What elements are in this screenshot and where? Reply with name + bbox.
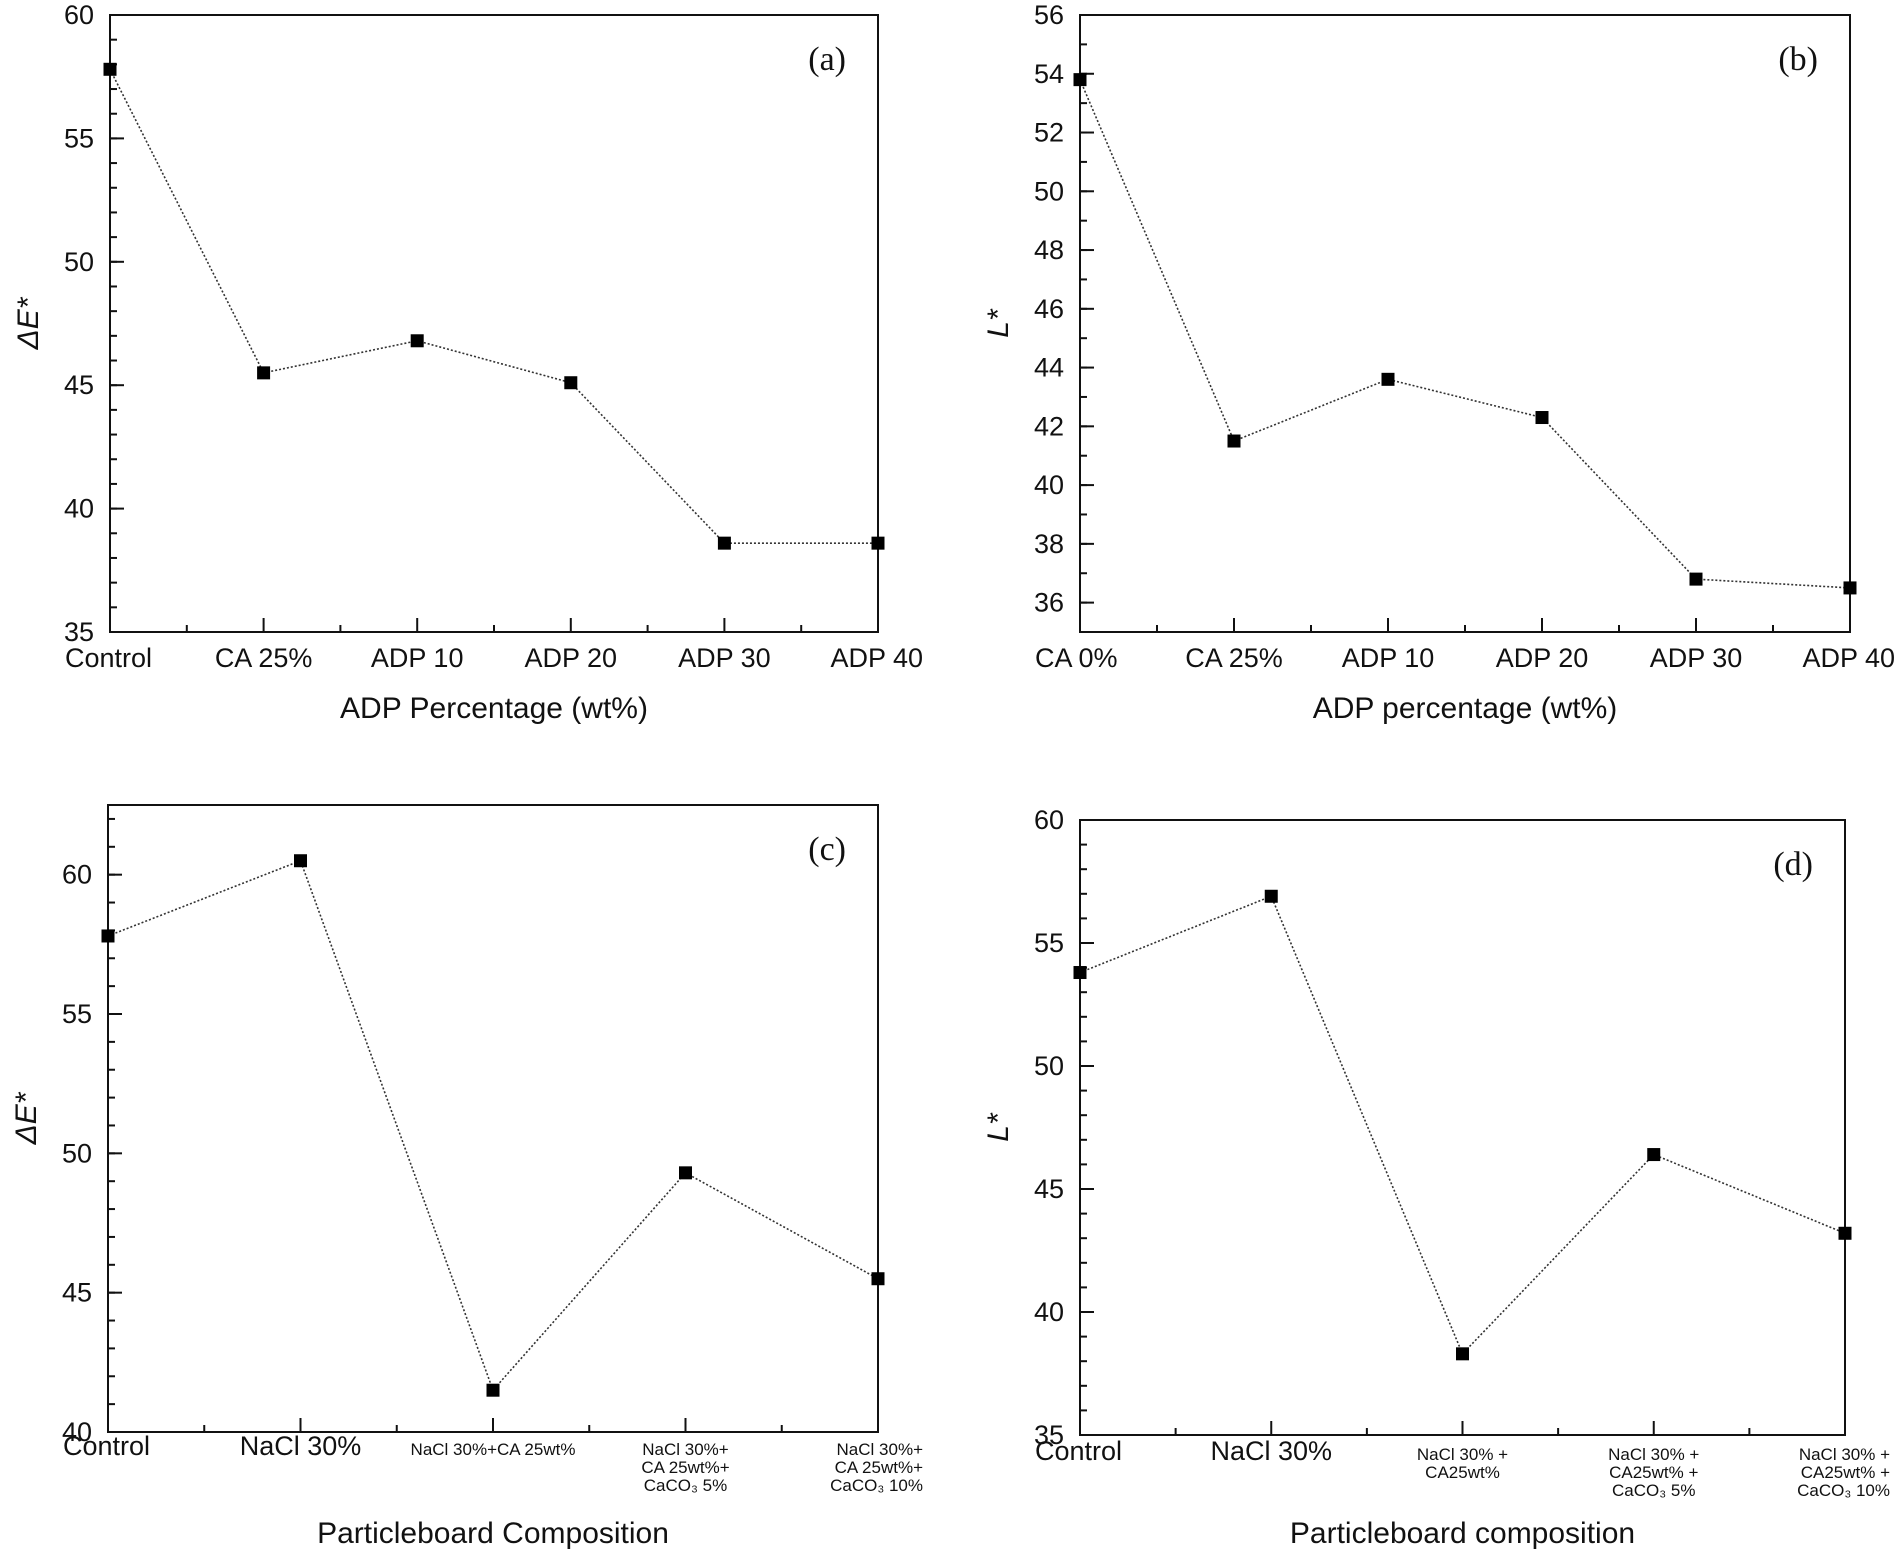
- x-tick-label: CA 25%: [1185, 643, 1283, 673]
- x-tick-label: ADP 10: [1342, 643, 1435, 673]
- x-tick-label: NaCl 30%: [1210, 1436, 1332, 1466]
- y-tick-label: 60: [62, 860, 92, 890]
- data-point: [1073, 966, 1087, 980]
- plot-frame: [107, 804, 879, 1433]
- x-tick-label: ADP 40: [830, 643, 923, 673]
- plot-frame: [1079, 819, 1846, 1436]
- y-tick-label: 54: [1034, 59, 1064, 89]
- x-tick-label: NaCl 30%+ CA 25wt%+ CaCO₃ 5%: [641, 1440, 729, 1495]
- y-tick-label: 44: [1034, 353, 1064, 383]
- data-point: [1838, 1226, 1852, 1240]
- x-tick-label: NaCl 30%+CA 25wt%: [411, 1440, 576, 1459]
- x-tick-label: NaCl 30% + CA25wt%: [1417, 1445, 1508, 1482]
- x-tick-label: NaCl 30%+ CA 25wt%+ CaCO₃ 10%: [830, 1440, 923, 1495]
- y-tick-label: 35: [1034, 1420, 1064, 1450]
- y-tick-label: 60: [1034, 805, 1064, 835]
- y-tick-label: 50: [1034, 176, 1064, 206]
- data-point: [871, 1272, 885, 1286]
- y-tick-label: 50: [62, 1138, 92, 1168]
- series-line: [107, 859, 879, 1392]
- panel-label: (c): [808, 831, 846, 868]
- data-point: [294, 854, 307, 868]
- x-axis-title: ADP percentage (wt%): [1313, 692, 1618, 725]
- y-axis-title: ΔE*: [12, 296, 45, 350]
- y-tick-label: 50: [64, 247, 94, 277]
- x-axis-title: ADP Percentage (wt%): [340, 692, 648, 725]
- y-tick-label: 55: [64, 123, 94, 153]
- panel-a: 35 40 45 50 55 60 Control CA 25% ADP 10 ADP 20 ADP…: [12, 0, 923, 725]
- y-tick-label: 40: [1034, 1297, 1064, 1327]
- plot-frame: [1079, 14, 1851, 633]
- y-tick-label: 35: [64, 617, 94, 647]
- y-tick-label: 48: [1034, 235, 1064, 265]
- data-point: [564, 376, 578, 390]
- x-axis-title: Particleboard Composition: [317, 1517, 669, 1550]
- y-axis-title: L*: [982, 308, 1015, 338]
- data-point: [1843, 581, 1857, 595]
- x-tick-label: CA 25%: [215, 643, 313, 673]
- x-tick-label: NaCl 30% + CA25wt% + CaCO₃ 10%: [1797, 1445, 1890, 1500]
- x-tick-label: NaCl 30%: [240, 1431, 362, 1461]
- x-tick-label: Control: [63, 1431, 150, 1461]
- y-tick-label: 38: [1034, 529, 1064, 559]
- y-tick-label: 36: [1034, 588, 1064, 618]
- x-axis-title: Particleboard composition: [1290, 1517, 1635, 1550]
- data-point: [257, 366, 271, 380]
- y-tick-label: 55: [62, 999, 92, 1029]
- y-tick-label: 50: [1034, 1051, 1064, 1081]
- data-point: [410, 334, 424, 348]
- y-tick-label: 55: [1034, 928, 1064, 958]
- y-axis-title: ΔE*: [10, 1091, 43, 1145]
- data-point: [717, 536, 731, 550]
- series-line: [1079, 79, 1851, 589]
- data-point: [101, 929, 115, 943]
- data-point: [1073, 73, 1087, 87]
- x-tick-label: ADP 30: [678, 643, 771, 673]
- data-point: [486, 1383, 500, 1397]
- x-tick-label: ADP 20: [1496, 643, 1589, 673]
- data-point: [1264, 889, 1278, 903]
- series-line: [1079, 895, 1846, 1356]
- series-line: [109, 68, 878, 544]
- y-tick-label: 46: [1034, 294, 1064, 324]
- x-tick-label: CA 0%: [1035, 643, 1118, 673]
- panel-label: (d): [1773, 846, 1813, 883]
- data-point: [679, 1166, 692, 1180]
- data-point: [1381, 372, 1395, 386]
- panel-c: 40 45 50 55 60 Control NaCl 30% NaCl 30%+CA 25w…: [10, 804, 923, 1550]
- x-tick-label: ADP 40: [1802, 643, 1895, 673]
- y-tick-label: 45: [64, 370, 94, 400]
- x-tick-label: ADP 30: [1650, 643, 1743, 673]
- y-tick-label: 40: [62, 1417, 92, 1447]
- y-tick-label: 60: [64, 0, 94, 30]
- x-tick-label: Control: [1035, 1436, 1122, 1466]
- y-tick-label: 45: [1034, 1174, 1064, 1204]
- data-point: [1535, 411, 1549, 425]
- y-tick-label: 40: [64, 494, 94, 524]
- data-point: [103, 62, 117, 76]
- panel-label: (b): [1778, 41, 1818, 78]
- y-tick-label: 56: [1034, 0, 1064, 30]
- panel-label: (a): [808, 41, 846, 78]
- data-point: [1647, 1148, 1661, 1162]
- data-point: [1456, 1347, 1469, 1361]
- data-point: [1689, 572, 1703, 586]
- panel-b: 36 38 40 42 44 46 48 50 52 54 56 CA 0% CA 25% ADP 10 A…: [982, 0, 1895, 725]
- y-tick-label: 52: [1034, 118, 1064, 148]
- data-point: [1227, 434, 1241, 448]
- data-point: [871, 536, 885, 550]
- y-tick-label: 40: [1034, 470, 1064, 500]
- x-tick-label: ADP 20: [525, 643, 618, 673]
- x-tick-label: Control: [65, 643, 152, 673]
- y-tick-label: 42: [1034, 411, 1064, 441]
- panel-d: 35 40 45 50 55 60 Control NaCl 30% NaCl 30% + CA2…: [982, 805, 1890, 1550]
- plot-frame: [109, 14, 879, 633]
- y-axis-title: L*: [982, 1112, 1015, 1142]
- x-tick-label: ADP 10: [371, 643, 464, 673]
- x-tick-label: NaCl 30% + CA25wt% + CaCO₃ 5%: [1608, 1445, 1699, 1500]
- y-tick-label: 45: [62, 1278, 92, 1308]
